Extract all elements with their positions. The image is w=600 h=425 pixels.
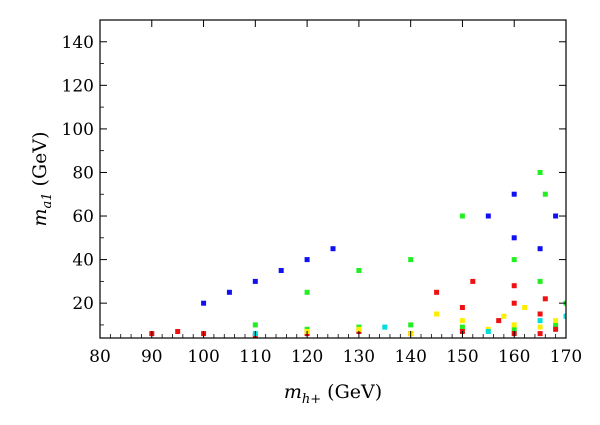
point-green-31 [459, 324, 465, 330]
x-tick-label-160: 160 [498, 347, 530, 367]
point-red-25 [496, 318, 502, 324]
point-cyan-1 [382, 324, 388, 330]
point-green-12 [537, 170, 543, 175]
y-axis-symbol: m [29, 208, 51, 226]
point-blue-2 [252, 278, 258, 284]
x-tick-label-120: 120 [291, 347, 323, 367]
x-tick-label-80: 80 [89, 347, 111, 367]
x-axis-unit: (GeV) [327, 381, 382, 403]
point-red-24 [470, 278, 476, 284]
y-tick-label-40: 40 [72, 251, 94, 271]
x-tick-label-130: 130 [343, 347, 375, 367]
point-blue-13 [537, 246, 543, 252]
point-yellow-10 [522, 305, 528, 310]
x-tick-label-170: 170 [550, 347, 582, 367]
y-axis-subscript: a1 [40, 192, 55, 208]
point-green-13 [459, 213, 465, 219]
x-tick-label-110: 110 [239, 347, 271, 367]
point-blue-4 [304, 257, 310, 263]
point-red-5 [175, 329, 181, 334]
y-axis-unit: (GeV) [29, 131, 51, 186]
point-green-17 [408, 257, 414, 263]
point-red-17 [434, 289, 440, 295]
point-green-32 [511, 326, 517, 332]
y-tick-label-20: 20 [72, 294, 94, 314]
point-red-26 [537, 331, 543, 337]
point-blue-12 [511, 235, 517, 241]
point-green-27 [252, 322, 258, 328]
point-blue-5 [330, 246, 336, 252]
point-green-15 [537, 278, 543, 284]
point-yellow-4 [459, 318, 465, 324]
point-yellow-8 [553, 318, 559, 324]
point-yellow-9 [434, 311, 440, 317]
point-green-35 [542, 191, 548, 197]
point-red-18 [511, 283, 517, 289]
point-blue-1 [226, 289, 232, 295]
y-axis-title: ma1 (GeV) [29, 131, 55, 226]
point-red-15 [511, 300, 517, 306]
point-blue-0 [201, 300, 207, 306]
point-yellow-6 [356, 326, 362, 332]
point-yellow-3 [537, 324, 543, 330]
point-blue-22 [553, 213, 559, 219]
x-tick-label-90: 90 [141, 347, 163, 367]
ticks-layer: 80 90 100 110 120 130 140 150 160 170 20 40 60 80 100 1… [62, 20, 582, 367]
x-axis-title: mh+ (GeV) [284, 381, 382, 407]
point-yellow-2 [511, 322, 517, 328]
point-blue-11 [485, 213, 491, 219]
x-tick-label-150: 150 [446, 347, 478, 367]
x-axis-subscript: h+ [302, 392, 321, 407]
x-tick-label-100: 100 [187, 347, 219, 367]
y-tick-label-60: 60 [72, 207, 94, 227]
y-tick-label-100: 100 [62, 120, 94, 140]
point-green-14 [511, 257, 517, 263]
y-tick-label-80: 80 [72, 163, 94, 183]
point-blue-3 [278, 268, 284, 273]
x-tick-label-140: 140 [394, 347, 426, 367]
plot-frame [99, 19, 567, 339]
point-blue-21 [511, 191, 517, 197]
point-red-19 [542, 296, 548, 302]
point-green-30 [408, 322, 414, 328]
point-cyan-4 [563, 313, 566, 319]
point-yellow-5 [501, 313, 507, 319]
x-axis-symbol: m [284, 381, 302, 403]
point-red-16 [459, 305, 465, 310]
point-green-19 [304, 289, 310, 295]
y-tick-label-140: 140 [62, 33, 94, 53]
point-cyan-3 [537, 318, 543, 324]
y-tick-label-120: 120 [62, 76, 94, 96]
point-cyan-2 [485, 329, 491, 334]
point-red-14 [537, 311, 543, 317]
point-green-18 [356, 268, 362, 273]
point-green-33 [553, 322, 559, 328]
point-red-13 [553, 326, 559, 332]
